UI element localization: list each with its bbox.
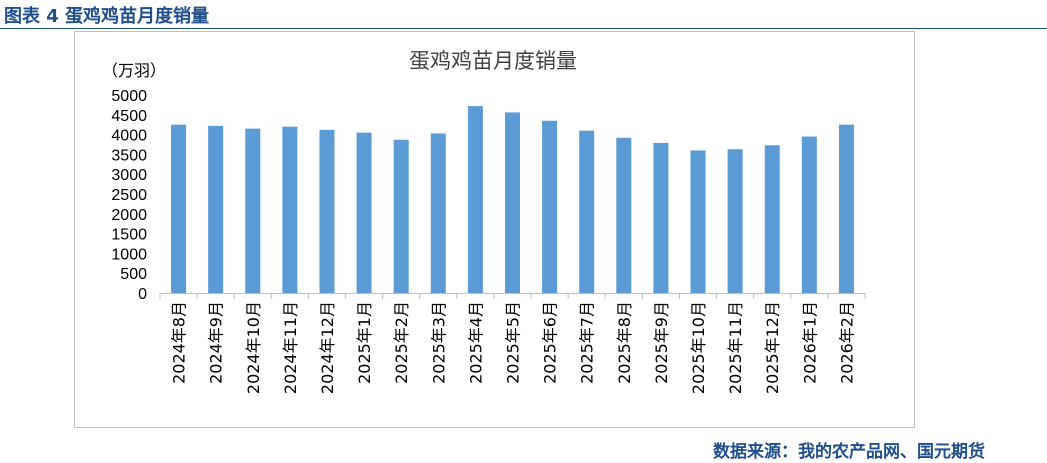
x-axis: 2024年8月 2024年9月 2024年10月 2024年11月 2024年12月 20… xyxy=(159,293,866,394)
x-tick-label: 2025年7月 xyxy=(578,301,597,384)
x-tick-label: 2024年11月 xyxy=(281,301,300,394)
x-tick-label: 2025年10月 xyxy=(689,301,708,394)
bar xyxy=(616,137,632,293)
y-tick-label: 5000 xyxy=(111,88,147,105)
x-tick-label: 2025年4月 xyxy=(466,301,485,384)
bar xyxy=(171,124,187,293)
chart-title: 蛋鸡鸡苗月度销量 xyxy=(409,49,577,73)
x-tick-label: 2024年9月 xyxy=(207,301,226,384)
y-axis-label: （万羽） xyxy=(102,61,166,80)
figure-caption: 图表 4 蛋鸡鸡苗月度销量 xyxy=(4,6,210,27)
y-axis: 0 500 1000 1500 2000 2500 3000 3500 4000 4500 5000 xyxy=(111,88,147,303)
x-tick-label: 2024年12月 xyxy=(318,301,337,394)
bar xyxy=(542,120,558,294)
y-tick-label: 2500 xyxy=(111,187,147,204)
y-tick-label: 4500 xyxy=(111,108,147,125)
bar xyxy=(727,149,743,293)
bar xyxy=(690,150,706,293)
bar xyxy=(505,112,520,293)
x-tick-label: 2025年5月 xyxy=(504,301,523,384)
y-tick-label: 1000 xyxy=(111,246,147,263)
bar-series xyxy=(171,106,854,294)
x-tick-label: 2025年1月 xyxy=(355,301,374,384)
bar xyxy=(467,106,483,293)
x-tick-label: 2026年2月 xyxy=(837,301,856,384)
x-tick-label: 2025年8月 xyxy=(615,301,634,384)
data-source: 数据来源：我的农产品网、国元期货 xyxy=(713,442,985,462)
x-tick-label: 2024年8月 xyxy=(170,301,189,384)
bar xyxy=(282,126,298,294)
bar xyxy=(838,124,854,293)
caption-rule xyxy=(0,28,1047,29)
bar xyxy=(764,145,780,293)
y-tick-label: 500 xyxy=(120,266,147,283)
y-tick-label: 3500 xyxy=(111,147,147,164)
bar xyxy=(319,129,335,293)
y-tick-label: 1500 xyxy=(111,227,147,244)
bar xyxy=(579,130,595,293)
x-tick-label: 2026年1月 xyxy=(800,301,819,384)
bar xyxy=(208,125,224,293)
bar xyxy=(393,139,409,293)
x-tick-label: 2025年12月 xyxy=(763,301,782,394)
bar xyxy=(430,133,446,293)
bar xyxy=(653,142,669,293)
x-tick-label: 2025年9月 xyxy=(652,301,671,384)
chart-frame xyxy=(74,31,915,428)
bar xyxy=(801,136,817,293)
y-tick-label: 4000 xyxy=(111,128,147,145)
x-tick-label: 2025年3月 xyxy=(429,301,448,384)
x-tick-label: 2025年6月 xyxy=(541,301,560,384)
y-tick-label: 2000 xyxy=(111,207,147,224)
x-tick-label: 2025年2月 xyxy=(392,301,411,384)
x-tick-label: 2025年11月 xyxy=(726,301,745,394)
y-tick-label: 0 xyxy=(138,286,147,303)
bar xyxy=(356,132,372,293)
bar xyxy=(245,128,261,293)
x-tick-label: 2024年10月 xyxy=(244,301,263,394)
y-tick-label: 3000 xyxy=(111,167,147,184)
